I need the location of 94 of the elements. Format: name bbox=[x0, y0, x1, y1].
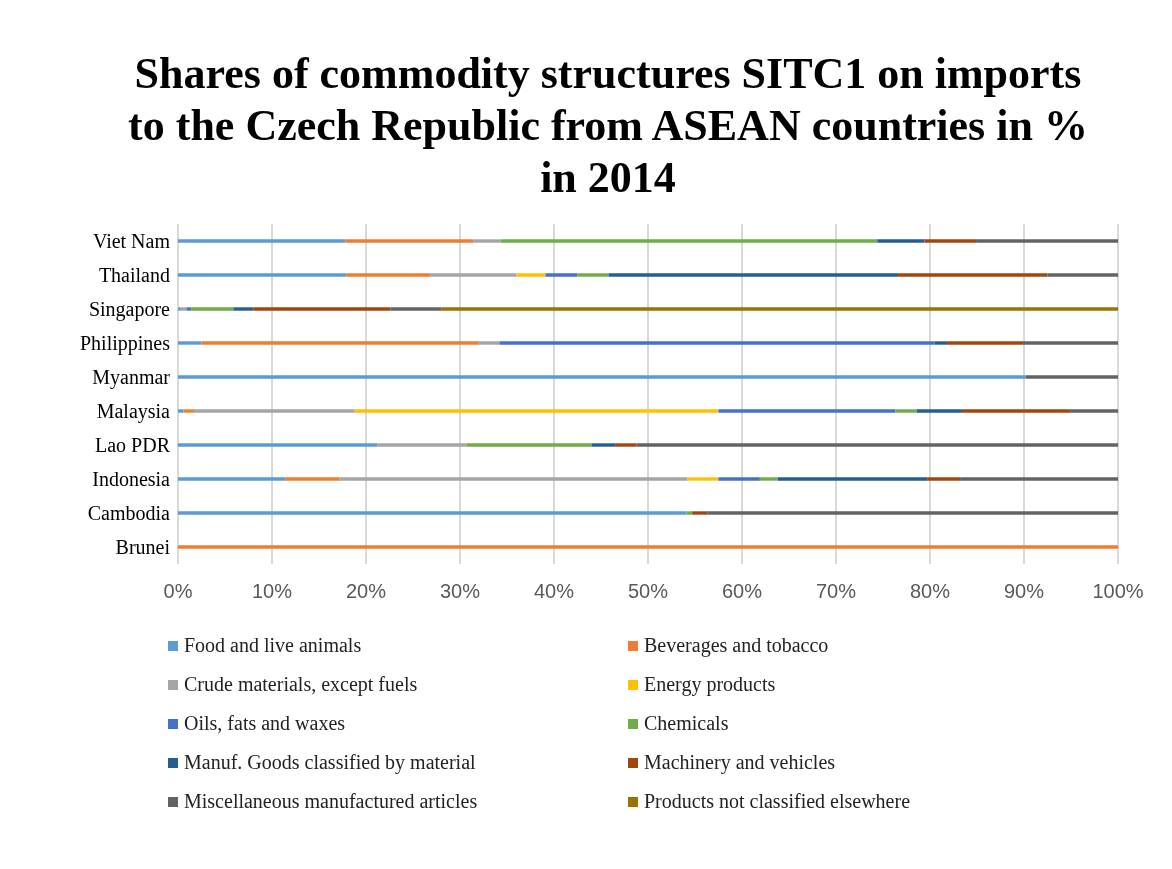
bar bbox=[178, 307, 181, 311]
bar bbox=[1070, 409, 1118, 413]
legend-label: Oils, fats and waxes bbox=[184, 712, 346, 735]
y-tick-label: Malaysia bbox=[96, 400, 171, 424]
bar bbox=[636, 443, 1118, 447]
bar bbox=[178, 511, 687, 515]
y-tick-label: Thailand bbox=[98, 264, 170, 287]
bar bbox=[687, 477, 719, 481]
bar bbox=[193, 409, 355, 413]
bar bbox=[354, 409, 719, 413]
bar bbox=[934, 341, 947, 345]
bar bbox=[377, 443, 467, 447]
bar bbox=[178, 341, 202, 345]
bar bbox=[591, 443, 616, 447]
y-tick-label: Philippines bbox=[79, 332, 171, 356]
legend-label: Products not classified elsewhere bbox=[644, 790, 911, 813]
legend-label: Crude materials, except fuels bbox=[184, 673, 418, 696]
bar bbox=[692, 511, 708, 515]
bar bbox=[499, 341, 935, 345]
legend-label: Beverages and tobacco bbox=[644, 634, 829, 657]
bar bbox=[345, 239, 474, 243]
bar bbox=[346, 273, 430, 277]
legend-label: Miscellaneous manufactured articles bbox=[184, 790, 478, 813]
bar bbox=[183, 409, 194, 413]
x-tick-label: 80% bbox=[909, 580, 951, 603]
legend-label: Food and live animals bbox=[184, 634, 362, 657]
x-tick-label: 90% bbox=[1003, 580, 1045, 603]
y-tick-label: Indonesia bbox=[92, 468, 171, 491]
bar bbox=[186, 307, 192, 311]
bar bbox=[924, 239, 977, 243]
bar bbox=[777, 477, 928, 481]
bar bbox=[927, 477, 961, 481]
bar bbox=[895, 409, 917, 413]
bar bbox=[707, 511, 1118, 515]
bar bbox=[178, 545, 1118, 549]
bar bbox=[178, 273, 347, 277]
y-tick-label: Singapore bbox=[88, 298, 171, 322]
y-tick-label: Lao PDR bbox=[95, 434, 171, 457]
bar bbox=[960, 477, 1118, 481]
y-tick-label: Myanmar bbox=[92, 366, 171, 390]
bar bbox=[429, 273, 517, 277]
x-tick-label: 0% bbox=[163, 580, 193, 603]
bar bbox=[178, 375, 1026, 379]
bar bbox=[877, 239, 925, 243]
x-tick-label: 50% bbox=[627, 580, 669, 603]
bar bbox=[961, 409, 1071, 413]
bar bbox=[441, 307, 1118, 311]
bar bbox=[898, 273, 1048, 277]
bar bbox=[466, 443, 592, 447]
y-tick-label: Cambodia bbox=[87, 502, 171, 525]
bar bbox=[516, 273, 546, 277]
x-tick-label: 20% bbox=[345, 580, 387, 603]
bar bbox=[201, 341, 479, 345]
bar bbox=[178, 239, 346, 243]
chart-title: Shares of commodity structures SITC1 on imports to the Czech Republic from ASEAN countries in % in 2014 bbox=[127, 48, 1089, 204]
x-tick-label: 100% bbox=[1092, 580, 1144, 603]
bar bbox=[615, 443, 637, 447]
legend-label: Manuf. Goods classified by material bbox=[184, 751, 476, 774]
bar bbox=[1025, 375, 1118, 379]
bar bbox=[718, 477, 760, 481]
bar bbox=[390, 307, 442, 311]
y-tick-label: Viet Nam bbox=[92, 230, 171, 253]
x-tick-label: 40% bbox=[533, 580, 575, 603]
bar bbox=[233, 307, 254, 311]
bar bbox=[545, 273, 578, 277]
x-tick-label: 70% bbox=[815, 580, 857, 603]
bar bbox=[180, 307, 187, 311]
bar bbox=[178, 409, 184, 413]
bar bbox=[178, 443, 378, 447]
bar bbox=[608, 273, 899, 277]
bar bbox=[916, 409, 962, 413]
y-tick-label: Brunei bbox=[115, 536, 171, 559]
bar bbox=[253, 307, 391, 311]
bar bbox=[339, 477, 688, 481]
bar bbox=[686, 511, 693, 515]
bar bbox=[285, 477, 340, 481]
x-tick-label: 30% bbox=[439, 580, 481, 603]
x-tick-label: 60% bbox=[721, 580, 763, 603]
bar bbox=[473, 239, 501, 243]
bar bbox=[1023, 341, 1118, 345]
x-tick-label: 10% bbox=[251, 580, 293, 603]
bar bbox=[718, 409, 896, 413]
bar bbox=[478, 341, 500, 345]
bar bbox=[759, 477, 778, 481]
bar bbox=[976, 239, 1118, 243]
bar bbox=[577, 273, 609, 277]
bar bbox=[946, 341, 1024, 345]
legend-label: Energy products bbox=[644, 673, 776, 696]
legend-label: Chemicals bbox=[644, 712, 729, 735]
bar bbox=[178, 477, 286, 481]
bar bbox=[500, 239, 878, 243]
bar bbox=[191, 307, 234, 311]
bar bbox=[1047, 273, 1118, 277]
legend-label: Machinery and vehicles bbox=[644, 751, 836, 774]
